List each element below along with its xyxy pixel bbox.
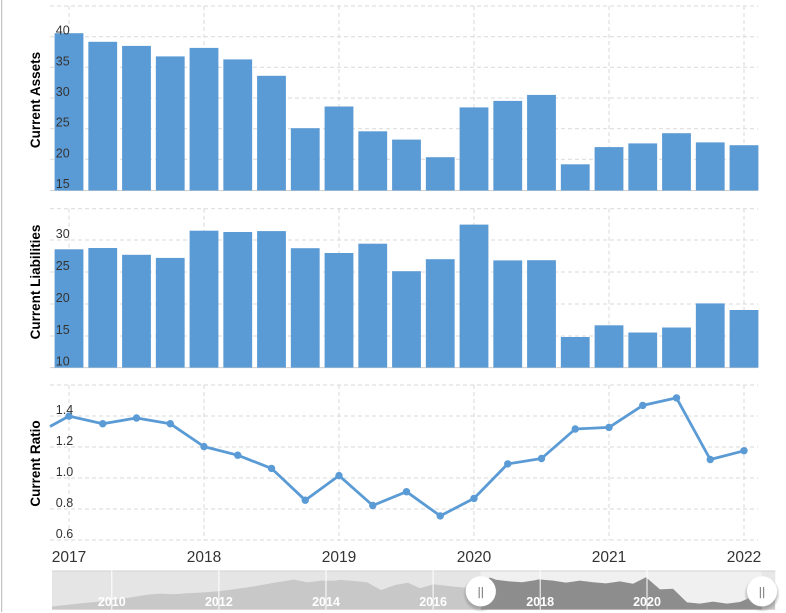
svg-text:20: 20 xyxy=(56,146,70,160)
svg-text:15: 15 xyxy=(56,177,70,191)
svg-text:Current Liabilities: Current Liabilities xyxy=(28,225,43,340)
svg-text:Current Assets: Current Assets xyxy=(28,52,43,148)
svg-text:1.4: 1.4 xyxy=(56,403,73,417)
svg-text:2022: 2022 xyxy=(727,549,761,566)
svg-text:15: 15 xyxy=(56,323,70,337)
svg-text:Current Ratio: Current Ratio xyxy=(28,420,43,506)
svg-text:1.2: 1.2 xyxy=(56,434,73,448)
svg-text:2019: 2019 xyxy=(322,549,356,566)
svg-text:2012: 2012 xyxy=(205,595,233,609)
svg-text:2021: 2021 xyxy=(592,549,626,566)
svg-text:0.8: 0.8 xyxy=(56,496,73,510)
svg-text:20: 20 xyxy=(56,291,70,305)
svg-text:2014: 2014 xyxy=(312,595,340,609)
svg-text:35: 35 xyxy=(56,54,70,68)
svg-text:2016: 2016 xyxy=(419,595,447,609)
svg-text:2010: 2010 xyxy=(98,595,126,609)
svg-text:2020: 2020 xyxy=(633,595,661,609)
svg-text:25: 25 xyxy=(56,259,70,273)
svg-text:2018: 2018 xyxy=(526,595,554,609)
svg-text:30: 30 xyxy=(56,85,70,99)
svg-text:2017: 2017 xyxy=(52,549,86,566)
svg-text:0.6: 0.6 xyxy=(56,527,73,541)
svg-text:2020: 2020 xyxy=(457,549,492,566)
svg-text:25: 25 xyxy=(56,116,70,130)
svg-text:2018: 2018 xyxy=(187,549,221,566)
svg-text:10: 10 xyxy=(56,355,70,369)
svg-text:40: 40 xyxy=(56,24,70,38)
svg-text:30: 30 xyxy=(56,227,70,241)
svg-text:1.0: 1.0 xyxy=(56,465,73,479)
